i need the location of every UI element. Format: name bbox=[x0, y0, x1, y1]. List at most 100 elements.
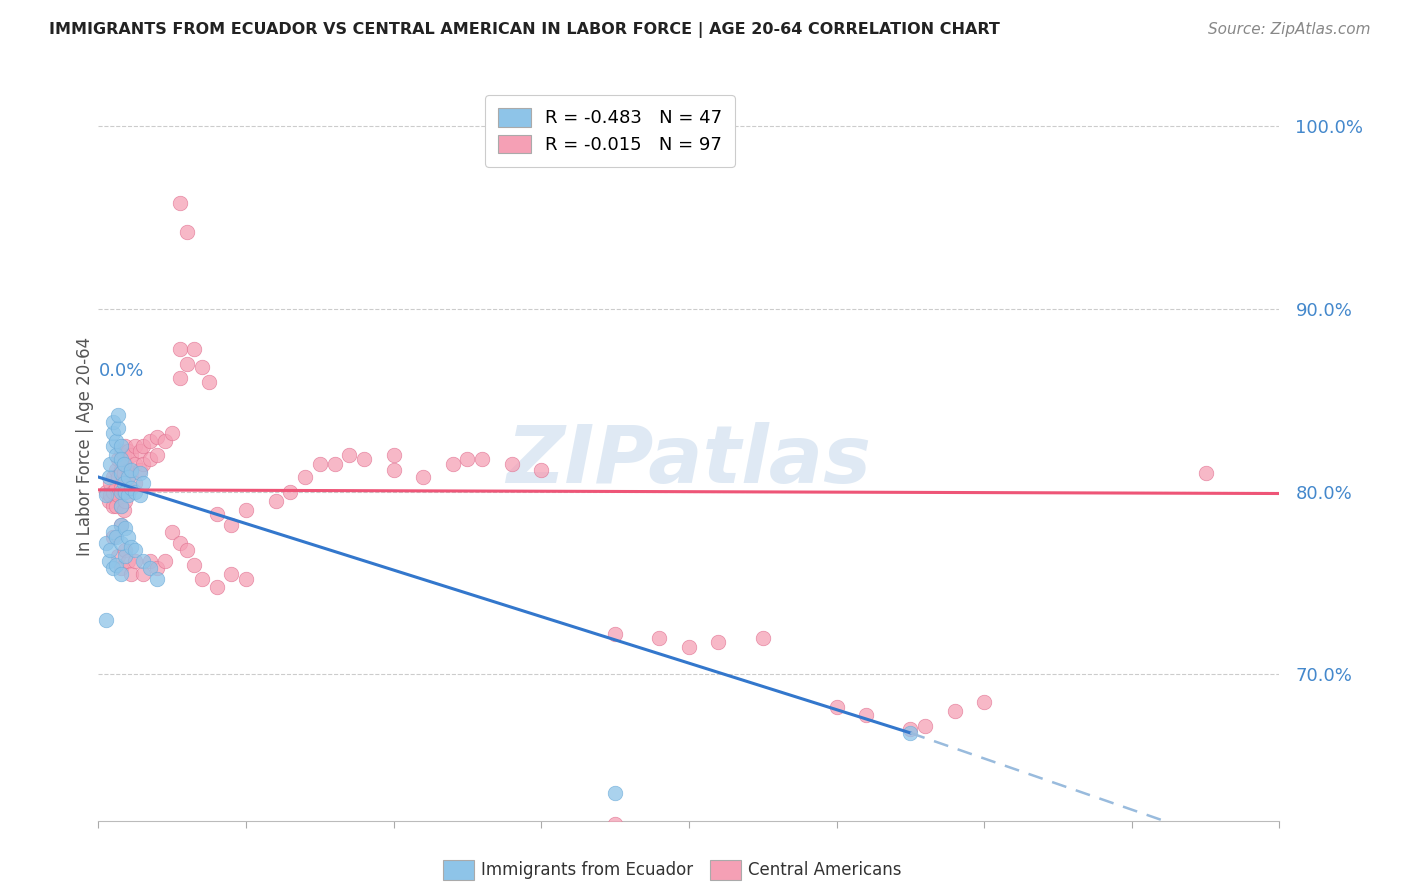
Point bbox=[205, 507, 228, 521]
Point bbox=[98, 488, 121, 502]
Point bbox=[294, 470, 316, 484]
Point bbox=[169, 196, 191, 211]
Point bbox=[530, 463, 553, 477]
Point bbox=[120, 481, 142, 495]
Point bbox=[112, 475, 135, 490]
Point bbox=[97, 554, 120, 568]
Point bbox=[107, 549, 129, 563]
Point bbox=[412, 470, 434, 484]
Point bbox=[124, 554, 146, 568]
Y-axis label: In Labor Force | Age 20-64: In Labor Force | Age 20-64 bbox=[76, 336, 94, 556]
Point bbox=[471, 451, 494, 466]
Point bbox=[457, 451, 479, 466]
Point bbox=[139, 561, 162, 575]
Point bbox=[139, 451, 162, 466]
Point bbox=[855, 707, 877, 722]
Point bbox=[98, 475, 121, 490]
Point bbox=[943, 704, 966, 718]
Point bbox=[117, 444, 139, 458]
Point bbox=[107, 488, 129, 502]
Point bbox=[128, 467, 150, 481]
Point bbox=[120, 448, 142, 462]
Point bbox=[139, 554, 162, 568]
Point bbox=[120, 463, 142, 477]
Text: Source: ZipAtlas.com: Source: ZipAtlas.com bbox=[1208, 22, 1371, 37]
Point bbox=[97, 470, 120, 484]
Point bbox=[110, 484, 132, 499]
Point bbox=[117, 481, 139, 495]
Point bbox=[973, 695, 995, 709]
Point bbox=[103, 439, 125, 453]
Point bbox=[648, 631, 671, 645]
Point bbox=[191, 360, 214, 375]
Point bbox=[107, 451, 129, 466]
Point bbox=[103, 561, 125, 575]
Point bbox=[183, 558, 205, 572]
Point bbox=[146, 448, 169, 462]
Point bbox=[94, 536, 117, 550]
Point bbox=[1195, 467, 1218, 481]
Point bbox=[110, 500, 132, 514]
Point bbox=[107, 421, 129, 435]
Point bbox=[105, 500, 128, 514]
Point bbox=[120, 566, 142, 581]
Point bbox=[191, 573, 214, 587]
Point bbox=[112, 457, 135, 471]
Point bbox=[382, 463, 405, 477]
Point bbox=[169, 342, 191, 356]
Point bbox=[110, 517, 132, 532]
Point bbox=[441, 457, 464, 471]
Point bbox=[114, 457, 136, 471]
Point bbox=[114, 439, 136, 453]
Point bbox=[323, 457, 346, 471]
Point bbox=[105, 530, 128, 544]
Point bbox=[280, 484, 302, 499]
Point bbox=[198, 375, 221, 389]
Point bbox=[235, 573, 257, 587]
Point bbox=[114, 543, 136, 558]
Point bbox=[114, 484, 136, 499]
Point bbox=[120, 540, 142, 554]
Point bbox=[605, 627, 627, 641]
Point bbox=[105, 463, 128, 477]
Point bbox=[124, 475, 146, 490]
Point bbox=[707, 634, 730, 648]
Point bbox=[114, 521, 136, 535]
Point bbox=[124, 439, 146, 453]
Point bbox=[162, 524, 183, 539]
Point bbox=[94, 484, 117, 499]
Point bbox=[132, 475, 155, 490]
Point bbox=[103, 470, 125, 484]
Point bbox=[169, 536, 191, 550]
Point bbox=[124, 457, 146, 471]
Point bbox=[132, 439, 155, 453]
Point bbox=[117, 530, 139, 544]
Point bbox=[605, 817, 627, 831]
Point bbox=[124, 484, 146, 499]
Point bbox=[117, 488, 139, 502]
Point bbox=[176, 357, 198, 371]
Point bbox=[107, 470, 129, 484]
Point bbox=[117, 554, 139, 568]
Point bbox=[105, 448, 128, 462]
Point bbox=[110, 463, 132, 477]
Point bbox=[176, 543, 198, 558]
Point bbox=[752, 631, 775, 645]
Point bbox=[103, 500, 125, 514]
Point bbox=[605, 786, 627, 800]
Point bbox=[110, 561, 132, 575]
Point bbox=[132, 457, 155, 471]
Point bbox=[103, 484, 125, 499]
Point bbox=[112, 448, 135, 462]
Point bbox=[94, 488, 117, 502]
Point bbox=[103, 530, 125, 544]
Point bbox=[205, 580, 228, 594]
Text: Central Americans: Central Americans bbox=[748, 861, 901, 879]
Point bbox=[120, 467, 142, 481]
Point bbox=[235, 503, 257, 517]
Text: 0.0%: 0.0% bbox=[98, 362, 143, 380]
Point bbox=[128, 488, 150, 502]
Point bbox=[900, 726, 922, 740]
Point bbox=[110, 444, 132, 458]
Point bbox=[132, 566, 155, 581]
